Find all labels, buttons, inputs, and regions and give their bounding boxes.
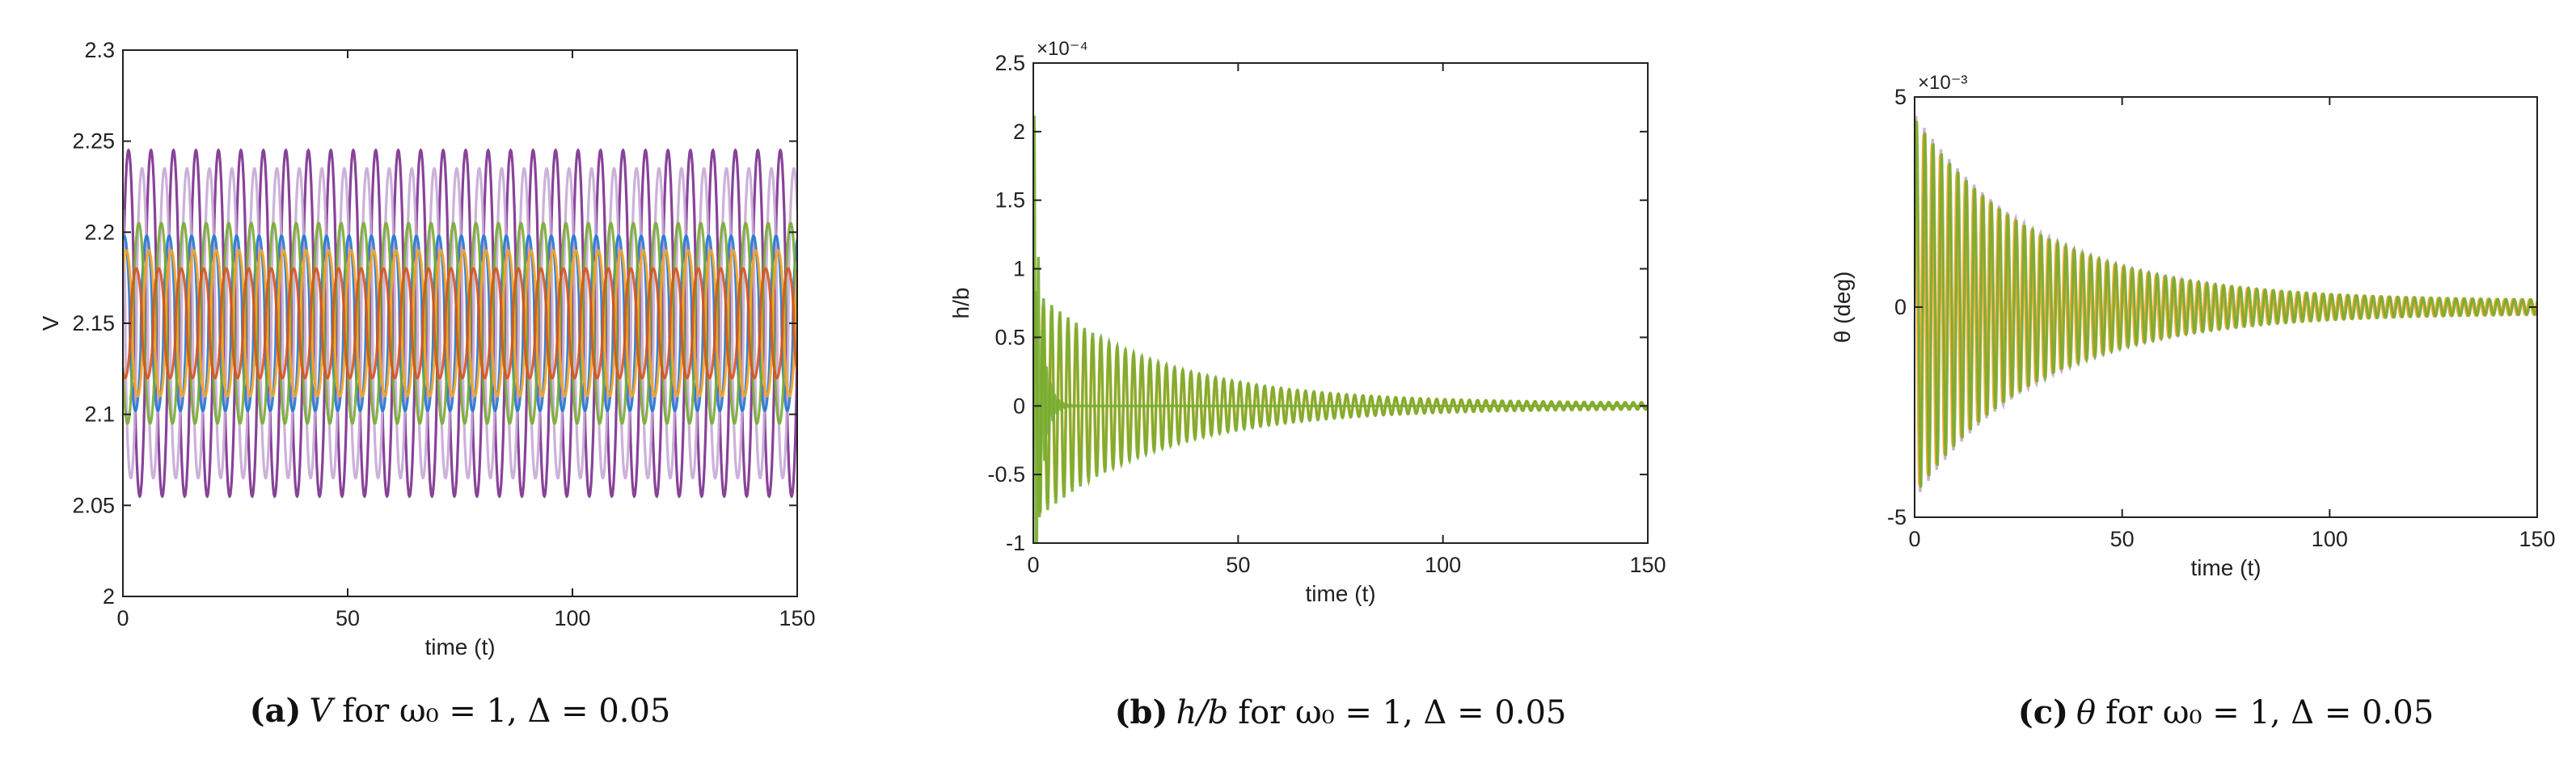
x-tick-label: 100 <box>2312 527 2348 551</box>
caption-params: for ω₀ = 1, Δ = 0.05 <box>1238 694 1566 731</box>
caption-params: for ω₀ = 1, Δ = 0.05 <box>2105 694 2434 731</box>
x-tick-label: 50 <box>1226 553 1250 577</box>
y-tick-label: 2.25 <box>72 129 115 154</box>
chart-panel: 0 50 100 150 -1 -0.5 0 0.5 1 1.5 2 2.5 ×10⁻⁴ time (t)… <box>948 38 1666 731</box>
exponent-label: ×10⁻⁴ <box>1037 38 1088 60</box>
chart-panel: 0 50 100 150 2 2.05 2.1 2.15 2.2 2.25 2.3 time (t) V… <box>38 38 816 730</box>
series-line <box>1033 291 1648 518</box>
caption-symbol: h/b <box>1176 694 1228 731</box>
series-line <box>123 234 797 413</box>
y-tick-label: 2.05 <box>72 493 115 517</box>
y-tick-label: 2.1 <box>84 402 115 427</box>
panel-label: (c) <box>2018 693 2068 731</box>
x-tick-label: 150 <box>2519 527 2555 551</box>
y-tick-label: -0.5 <box>987 462 1025 487</box>
caption-symbol: θ <box>2076 694 2096 731</box>
caption-symbol: V <box>309 693 336 730</box>
series-line <box>123 267 797 380</box>
series-line <box>123 166 797 480</box>
y-tick-label: 5 <box>1894 85 1907 109</box>
x-axis-label: time (t) <box>1305 581 1375 606</box>
x-tick-label: 0 <box>116 606 129 630</box>
y-axis-label: θ (deg) <box>1830 272 1855 343</box>
series-line <box>1915 120 2537 488</box>
series-group <box>123 148 797 499</box>
series-line <box>1033 116 1648 543</box>
y-tick-label: 2 <box>1013 120 1025 144</box>
axes-box <box>1033 62 1649 544</box>
y-tick-label: -1 <box>1006 531 1025 555</box>
y-tick-label: 0 <box>1894 295 1907 319</box>
y-tick-label: 1 <box>1013 257 1025 281</box>
panel-caption: (c) θ for ω₀ = 1, Δ = 0.05 <box>2018 693 2434 731</box>
x-tick-label: 100 <box>1425 553 1461 577</box>
y-tick-label: 2.3 <box>84 38 115 62</box>
x-tick-label: 0 <box>1908 527 1920 551</box>
x-tick-label: 150 <box>779 606 815 630</box>
y-tick-label: 0 <box>1013 394 1025 418</box>
exponent-label: ×10⁻³ <box>1918 72 1967 94</box>
x-axis-label: time (t) <box>2190 555 2261 580</box>
panel-label: (a) <box>250 692 302 730</box>
y-tick-label: 1.5 <box>995 188 1025 213</box>
x-tick-label: 100 <box>554 606 590 630</box>
x-axis-label: time (t) <box>424 634 495 659</box>
y-tick-label: -5 <box>1887 505 1907 529</box>
y-tick-label: 2 <box>103 584 115 609</box>
x-tick-label: 50 <box>336 606 360 630</box>
y-tick-label: 2.5 <box>995 51 1025 75</box>
y-axis-label: h/b <box>948 288 973 319</box>
y-axis-label: V <box>38 315 63 331</box>
series-group <box>1033 116 1648 543</box>
y-tick-label: 2.15 <box>72 311 115 335</box>
x-tick-label: 150 <box>1629 553 1666 577</box>
caption-params: for ω₀ = 1, Δ = 0.05 <box>342 693 670 730</box>
x-tick-label: 0 <box>1027 553 1039 577</box>
y-tick-label: 0.5 <box>995 325 1025 349</box>
panel-caption: (b) h/b for ω₀ = 1, Δ = 0.05 <box>1115 693 1567 731</box>
x-tick-label: 50 <box>2110 527 2135 551</box>
series-group <box>1915 116 2537 493</box>
panel-label: (b) <box>1115 693 1168 731</box>
y-tick-label: 2.2 <box>84 220 115 244</box>
series-line <box>123 249 797 398</box>
